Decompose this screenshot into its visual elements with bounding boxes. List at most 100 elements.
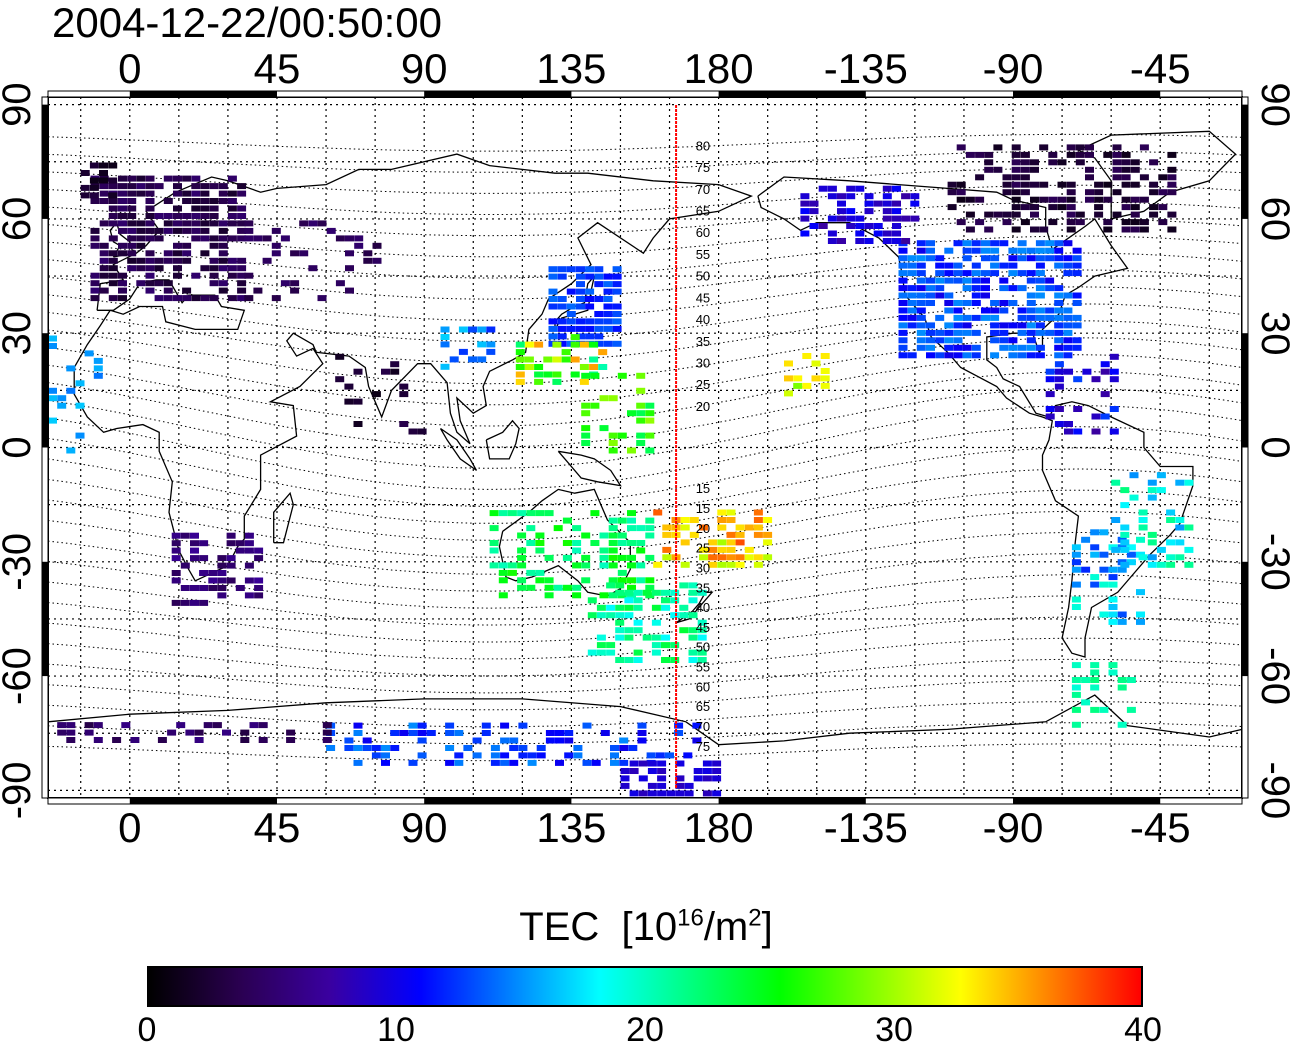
tec-cell bbox=[692, 722, 702, 729]
tec-cell bbox=[981, 307, 990, 314]
tec-cell bbox=[1048, 159, 1058, 166]
tec-cell bbox=[572, 540, 582, 546]
tec-cell bbox=[864, 238, 874, 244]
tec-cell bbox=[199, 585, 209, 591]
tec-cell bbox=[227, 198, 237, 204]
tec-cell bbox=[617, 540, 627, 546]
tec-cell bbox=[898, 314, 908, 321]
tec-cell bbox=[90, 198, 100, 204]
tec-cell bbox=[1139, 144, 1149, 151]
tec-cell bbox=[217, 592, 227, 599]
tec-cell bbox=[90, 295, 100, 302]
tec-cell bbox=[636, 562, 646, 569]
tec-cell bbox=[244, 540, 254, 547]
tec-cell bbox=[612, 325, 622, 332]
tec-cell bbox=[697, 627, 707, 634]
tec-cell bbox=[200, 235, 210, 242]
tec-cell bbox=[935, 255, 945, 262]
tec-cell bbox=[244, 295, 254, 302]
tec-cell bbox=[1099, 551, 1109, 558]
tec-cell bbox=[990, 307, 1000, 314]
tec-cell bbox=[1026, 352, 1036, 359]
tec-cell bbox=[118, 205, 127, 212]
tec-cell bbox=[882, 208, 892, 215]
tec-cell bbox=[916, 292, 926, 299]
tec-cell bbox=[612, 311, 622, 317]
tec-cell bbox=[935, 277, 945, 284]
tec-cell bbox=[1054, 344, 1064, 351]
tec-cell bbox=[1063, 270, 1073, 277]
tec-cell bbox=[1103, 151, 1113, 158]
tec-cell bbox=[1057, 181, 1067, 188]
tec-cell bbox=[118, 198, 127, 204]
tec-cell bbox=[536, 745, 546, 751]
tec-cell bbox=[477, 356, 487, 363]
tec-cell bbox=[1073, 428, 1083, 435]
tec-cell bbox=[581, 372, 591, 379]
tec-cell bbox=[675, 790, 685, 797]
tec-cell bbox=[408, 428, 418, 435]
tec-cell bbox=[1139, 226, 1149, 233]
tec-cell bbox=[118, 175, 127, 182]
tec-cell bbox=[545, 730, 555, 736]
tec-cell bbox=[227, 257, 237, 264]
tec-cell bbox=[1121, 174, 1131, 181]
tec-cell bbox=[636, 402, 646, 409]
tec-cell bbox=[581, 402, 591, 409]
tec-cell bbox=[827, 185, 837, 192]
tec-cell bbox=[408, 722, 418, 729]
tec-cell bbox=[1045, 307, 1055, 314]
tec-cell bbox=[999, 300, 1009, 306]
lat-tick-label-right: 0 bbox=[1253, 436, 1292, 458]
tec-cell bbox=[500, 722, 510, 729]
tec-cell bbox=[1035, 292, 1045, 299]
tec-cell bbox=[1048, 219, 1058, 226]
tec-cell bbox=[509, 737, 519, 744]
tec-cell bbox=[1130, 226, 1140, 233]
tec-cell bbox=[185, 729, 195, 736]
tec-cell bbox=[191, 227, 201, 234]
tec-cell bbox=[837, 208, 846, 215]
tec-cell bbox=[127, 257, 137, 264]
tec-cell bbox=[990, 314, 1000, 321]
tec-cell bbox=[926, 300, 935, 306]
tec-cell bbox=[944, 322, 954, 329]
tec-cell bbox=[244, 532, 254, 539]
tec-cell bbox=[606, 649, 616, 656]
tec-cell bbox=[490, 752, 500, 759]
tec-cell bbox=[557, 325, 567, 332]
tec-cell bbox=[636, 577, 646, 584]
tec-cell bbox=[990, 337, 1000, 344]
tec-cell bbox=[1121, 219, 1131, 226]
tec-cell bbox=[89, 177, 99, 184]
tec-cell bbox=[1020, 204, 1030, 211]
tec-cell bbox=[1138, 524, 1148, 531]
tec-cell bbox=[1117, 684, 1127, 691]
tec-cell bbox=[353, 368, 363, 375]
tec-cell bbox=[182, 250, 192, 257]
tec-cell bbox=[645, 447, 655, 454]
tec-cell bbox=[627, 554, 636, 561]
tec-cell bbox=[953, 352, 963, 359]
tec-cell bbox=[662, 531, 672, 538]
tec-cell bbox=[598, 364, 608, 370]
tec-cell bbox=[1054, 406, 1064, 412]
tec-cell bbox=[1149, 204, 1159, 211]
tec-cell bbox=[445, 745, 455, 751]
tec-cell bbox=[1035, 344, 1045, 351]
tec-cell bbox=[827, 193, 837, 200]
tec-cell bbox=[1108, 611, 1118, 618]
tec-cell bbox=[585, 325, 595, 332]
tec-cell bbox=[1071, 604, 1081, 610]
tec-cell bbox=[999, 285, 1009, 292]
tec-cell bbox=[697, 589, 707, 596]
tec-cell bbox=[624, 597, 634, 604]
tec-cell bbox=[624, 634, 634, 641]
tec-cell bbox=[167, 729, 177, 736]
tec-cell bbox=[1054, 383, 1064, 390]
tec-cell bbox=[163, 250, 173, 257]
tec-cell bbox=[926, 329, 935, 336]
tec-cell bbox=[585, 288, 595, 295]
tec-cell bbox=[534, 371, 544, 378]
tec-cell bbox=[1030, 196, 1039, 203]
